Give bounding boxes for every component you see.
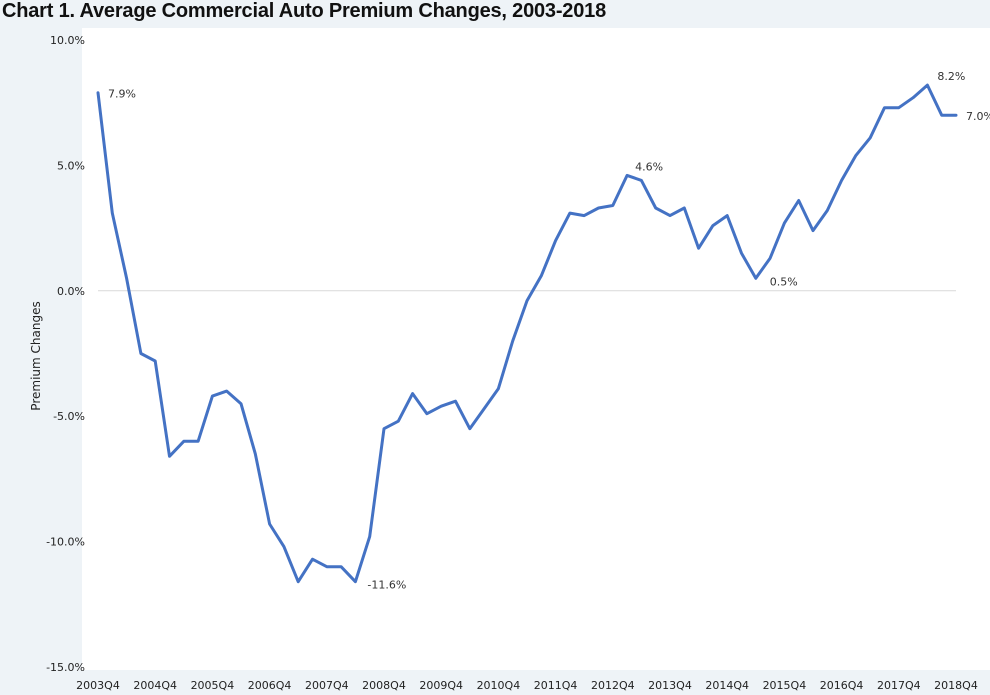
series-layer xyxy=(96,83,958,584)
y-tick-label: 0.0% xyxy=(57,285,85,298)
x-tick-label: 2018Q4 xyxy=(934,679,978,692)
annotation-layer: 7.9% -11.6% 4.6% 0.5% 8.2% 7.0% xyxy=(108,70,990,592)
data-label: -11.6% xyxy=(367,579,406,592)
data-label: 7.9% xyxy=(108,88,136,101)
x-tick-label: 2005Q4 xyxy=(191,679,235,692)
series-line xyxy=(96,83,958,584)
x-tick-label: 2008Q4 xyxy=(362,679,406,692)
x-tick-label: 2003Q4 xyxy=(76,679,120,692)
data-label: 8.2% xyxy=(937,70,965,83)
x-tick-label: 2010Q4 xyxy=(477,679,521,692)
x-axis-ticks: 2003Q4 2004Q4 2005Q4 2006Q4 2007Q4 2008Q4 2009… xyxy=(76,679,978,692)
x-tick-label: 2015Q4 xyxy=(763,679,807,692)
x-tick-label: 2012Q4 xyxy=(591,679,635,692)
chart-title: Chart 1. Average Commercial Auto Premium… xyxy=(2,0,606,22)
y-axis-ticks: 10.0% 5.0% 0.0% -5.0% -10.0% -15.0% xyxy=(46,34,85,674)
data-label: 7.0% xyxy=(966,110,990,123)
x-tick-label: 2014Q4 xyxy=(705,679,749,692)
x-tick-label: 2007Q4 xyxy=(305,679,349,692)
y-tick-label: 10.0% xyxy=(50,34,85,47)
x-tick-label: 2017Q4 xyxy=(877,679,921,692)
x-tick-label: 2009Q4 xyxy=(419,679,463,692)
x-tick-label: 2004Q4 xyxy=(133,679,177,692)
y-axis-label: Premium Changes xyxy=(29,301,43,410)
x-tick-label: 2011Q4 xyxy=(534,679,578,692)
x-tick-label: 2016Q4 xyxy=(820,679,864,692)
data-label: 0.5% xyxy=(770,275,798,288)
x-tick-label: 2006Q4 xyxy=(248,679,292,692)
y-tick-label: 5.0% xyxy=(57,159,85,172)
y-tick-label: -10.0% xyxy=(46,536,85,549)
plot-background xyxy=(82,28,990,670)
x-tick-label: 2013Q4 xyxy=(648,679,692,692)
y-tick-label: -15.0% xyxy=(46,661,85,674)
data-label: 4.6% xyxy=(635,160,663,173)
y-tick-label: -5.0% xyxy=(53,410,85,423)
